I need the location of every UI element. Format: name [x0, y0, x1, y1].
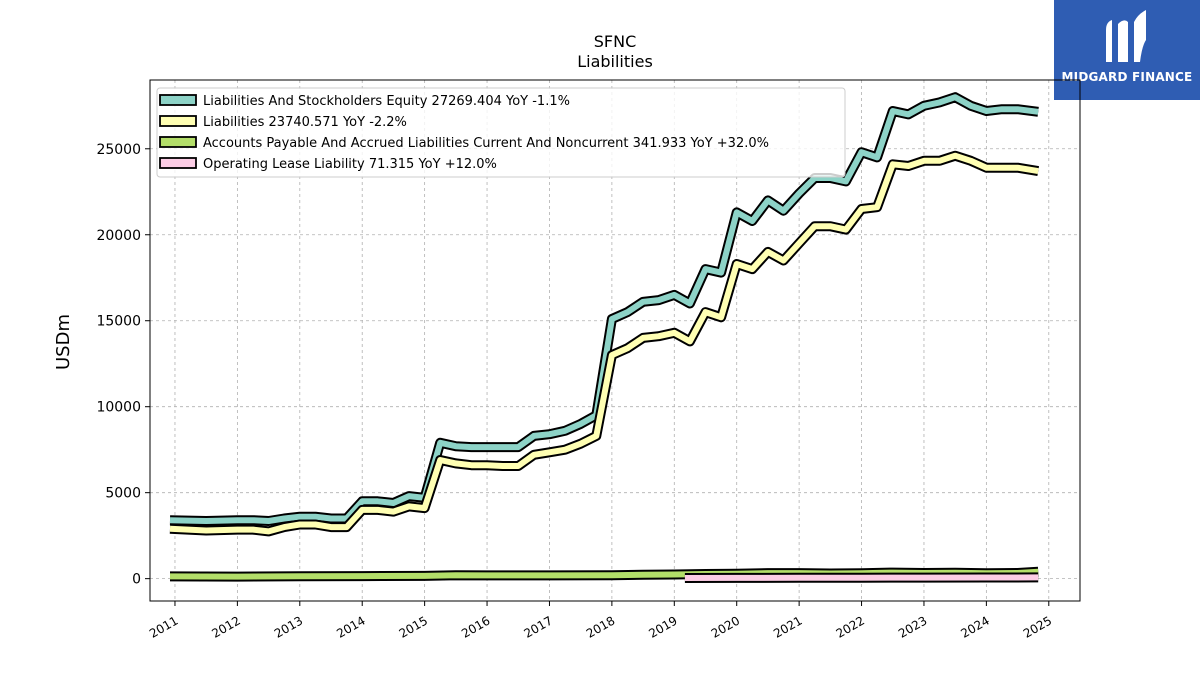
- x-tick-label: 2021: [771, 613, 804, 640]
- chart-title: SFNC: [593, 32, 637, 51]
- x-tick-label: 2018: [584, 613, 617, 640]
- legend-swatch: [159, 115, 197, 127]
- y-tick-label: 20000: [96, 228, 141, 244]
- legend-entry: Liabilities And Stockholders Equity 2726…: [203, 94, 570, 109]
- x-tick-label: 2022: [834, 613, 867, 640]
- plot-frame: [149, 79, 1081, 602]
- y-tick-label: 0: [132, 572, 141, 588]
- x-tick-label: 2013: [272, 613, 305, 640]
- x-tick-label: 2019: [646, 613, 679, 640]
- series-layer: [169, 92, 1040, 583]
- legend: Liabilities And Stockholders Equity 2726…: [156, 87, 846, 178]
- legend-box: [156, 87, 846, 178]
- y-tick-label: 25000: [96, 142, 141, 158]
- x-tick-label: 2015: [397, 613, 430, 640]
- brand-name: MIDGARD FINANCE: [1061, 70, 1193, 84]
- x-tick-label: 2016: [459, 613, 492, 640]
- x-tick-label: 2020: [709, 613, 742, 640]
- legend-entry: Accounts Payable And Accrued Liabilities…: [203, 136, 769, 151]
- stylized-m-icon: [1106, 10, 1146, 62]
- legend-swatch: [159, 157, 197, 169]
- legend-swatch: [159, 136, 197, 148]
- x-tick-label: 2024: [958, 613, 991, 640]
- x-tick-label: 2014: [334, 613, 367, 640]
- y-tick-label: 5000: [105, 486, 141, 502]
- chart-subtitle: Liabilities: [577, 52, 653, 71]
- series-line-liabilities-and-stockholders-equity: [169, 94, 1039, 524]
- x-tick-label: 2017: [522, 613, 555, 640]
- brand-logo: MIDGARD FINANCE: [1054, 0, 1200, 100]
- y-axis-label: USDm: [53, 314, 74, 370]
- x-tick-label: 2025: [1021, 613, 1054, 640]
- series-line-operating-lease-liability: [684, 574, 1039, 581]
- legend-entry: Liabilities 23740.571 YoY -2.2%: [203, 115, 407, 130]
- y-tick-label: 15000: [96, 314, 141, 330]
- legend-swatch: [159, 94, 197, 106]
- x-tick-label: 2012: [209, 613, 242, 640]
- y-tick-label: 10000: [96, 400, 141, 416]
- x-tick-label: 2023: [896, 613, 929, 640]
- series-line-liabilities: [169, 152, 1039, 535]
- axes: 2011 2012 2013 2014 2015 2016 2017 2018 2019 2020…: [96, 142, 1054, 641]
- legend-entry: Operating Lease Liability 71.315 YoY +12…: [203, 157, 497, 172]
- x-tick-label: 2011: [147, 613, 180, 640]
